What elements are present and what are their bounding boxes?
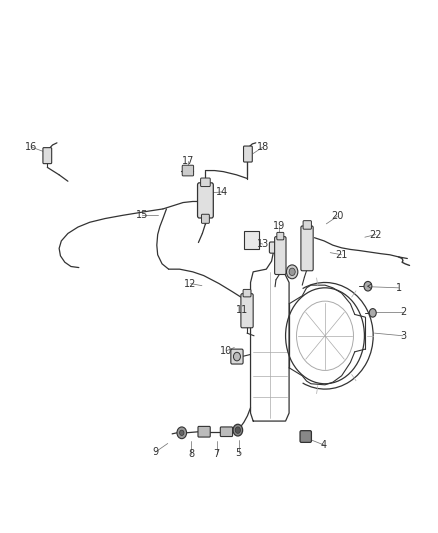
FancyBboxPatch shape bbox=[303, 221, 311, 229]
Text: 16: 16 bbox=[25, 142, 38, 152]
FancyBboxPatch shape bbox=[231, 349, 243, 364]
Text: 1: 1 bbox=[396, 283, 402, 293]
Text: 20: 20 bbox=[331, 212, 343, 221]
FancyBboxPatch shape bbox=[201, 178, 210, 187]
Text: 9: 9 bbox=[152, 447, 159, 457]
Text: 7: 7 bbox=[214, 449, 220, 459]
Text: 4: 4 bbox=[321, 440, 327, 450]
Text: 15: 15 bbox=[136, 211, 148, 220]
FancyBboxPatch shape bbox=[244, 231, 259, 249]
Text: 3: 3 bbox=[400, 331, 406, 341]
FancyBboxPatch shape bbox=[275, 237, 286, 274]
Circle shape bbox=[233, 424, 243, 436]
Text: 13: 13 bbox=[257, 239, 269, 249]
Circle shape bbox=[369, 309, 376, 317]
FancyBboxPatch shape bbox=[201, 214, 209, 223]
FancyBboxPatch shape bbox=[300, 431, 311, 442]
FancyBboxPatch shape bbox=[277, 232, 284, 240]
Circle shape bbox=[235, 427, 240, 433]
FancyBboxPatch shape bbox=[43, 148, 52, 164]
Circle shape bbox=[180, 430, 184, 435]
Text: 14: 14 bbox=[216, 187, 228, 197]
FancyBboxPatch shape bbox=[220, 427, 233, 437]
FancyBboxPatch shape bbox=[243, 289, 251, 297]
Text: 5: 5 bbox=[236, 448, 242, 458]
Text: 17: 17 bbox=[182, 156, 194, 166]
Text: 11: 11 bbox=[236, 305, 248, 315]
FancyBboxPatch shape bbox=[198, 426, 210, 437]
FancyBboxPatch shape bbox=[198, 183, 213, 218]
Text: 22: 22 bbox=[370, 230, 382, 239]
Text: 2: 2 bbox=[400, 307, 406, 317]
FancyBboxPatch shape bbox=[241, 294, 253, 328]
Circle shape bbox=[233, 352, 240, 361]
FancyBboxPatch shape bbox=[269, 242, 282, 253]
Text: 21: 21 bbox=[336, 250, 348, 260]
Text: 10: 10 bbox=[220, 346, 233, 356]
FancyBboxPatch shape bbox=[182, 165, 194, 176]
Text: 18: 18 bbox=[257, 142, 269, 152]
Circle shape bbox=[286, 265, 298, 279]
Text: 8: 8 bbox=[188, 449, 194, 459]
Circle shape bbox=[177, 427, 187, 439]
Circle shape bbox=[364, 281, 372, 291]
FancyBboxPatch shape bbox=[301, 226, 313, 271]
FancyBboxPatch shape bbox=[244, 146, 252, 162]
Text: 19: 19 bbox=[273, 221, 286, 231]
Circle shape bbox=[289, 268, 295, 276]
Text: 12: 12 bbox=[184, 279, 197, 288]
